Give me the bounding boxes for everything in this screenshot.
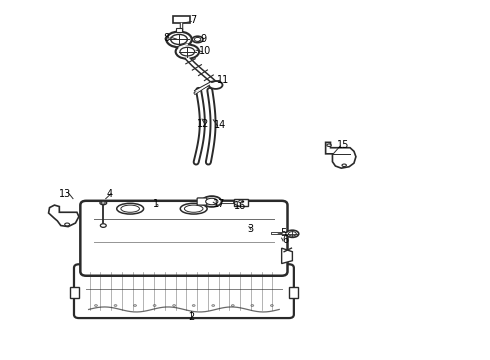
FancyBboxPatch shape <box>80 201 288 276</box>
Text: 12: 12 <box>197 120 210 129</box>
FancyBboxPatch shape <box>74 264 294 318</box>
Ellipse shape <box>192 305 195 306</box>
Ellipse shape <box>184 205 203 212</box>
Ellipse shape <box>153 305 156 306</box>
Text: 13: 13 <box>59 189 72 199</box>
Ellipse shape <box>134 305 137 306</box>
Ellipse shape <box>202 196 221 207</box>
FancyBboxPatch shape <box>176 28 182 32</box>
Ellipse shape <box>180 47 195 56</box>
Polygon shape <box>49 205 79 226</box>
Text: 15: 15 <box>337 140 349 150</box>
Ellipse shape <box>270 305 273 306</box>
Ellipse shape <box>100 224 106 227</box>
Ellipse shape <box>286 230 299 237</box>
Polygon shape <box>326 142 356 168</box>
Text: 11: 11 <box>217 75 229 85</box>
Text: 6: 6 <box>282 235 288 245</box>
FancyBboxPatch shape <box>172 16 190 23</box>
Text: 2: 2 <box>188 312 195 322</box>
Ellipse shape <box>212 305 215 306</box>
Ellipse shape <box>121 205 140 212</box>
Ellipse shape <box>231 305 234 306</box>
FancyBboxPatch shape <box>70 287 79 298</box>
Ellipse shape <box>166 32 192 47</box>
Ellipse shape <box>209 81 222 89</box>
Ellipse shape <box>195 37 201 41</box>
Ellipse shape <box>180 203 207 214</box>
Ellipse shape <box>95 305 98 306</box>
Text: 4: 4 <box>106 189 112 199</box>
Ellipse shape <box>114 305 117 306</box>
Text: 10: 10 <box>199 46 211 56</box>
Ellipse shape <box>101 202 105 204</box>
Ellipse shape <box>206 198 218 205</box>
Ellipse shape <box>65 223 70 226</box>
Ellipse shape <box>171 35 187 44</box>
Ellipse shape <box>100 201 107 205</box>
FancyBboxPatch shape <box>234 199 248 206</box>
Ellipse shape <box>117 203 144 214</box>
Ellipse shape <box>175 44 199 59</box>
Ellipse shape <box>289 231 296 236</box>
Text: 17: 17 <box>214 199 226 210</box>
Text: 5: 5 <box>280 228 286 238</box>
Ellipse shape <box>251 305 254 306</box>
Text: 3: 3 <box>248 225 254 234</box>
FancyBboxPatch shape <box>197 198 207 205</box>
FancyBboxPatch shape <box>289 287 298 298</box>
Text: 1: 1 <box>153 199 159 210</box>
Ellipse shape <box>327 144 331 147</box>
Text: 16: 16 <box>234 201 246 211</box>
Text: 8: 8 <box>164 33 170 43</box>
Ellipse shape <box>192 36 203 42</box>
Ellipse shape <box>342 164 346 167</box>
Polygon shape <box>282 248 293 264</box>
Text: 7: 7 <box>191 15 197 26</box>
Text: 14: 14 <box>214 121 226 130</box>
Ellipse shape <box>172 305 175 306</box>
Ellipse shape <box>239 200 244 203</box>
Text: 9: 9 <box>200 35 206 44</box>
